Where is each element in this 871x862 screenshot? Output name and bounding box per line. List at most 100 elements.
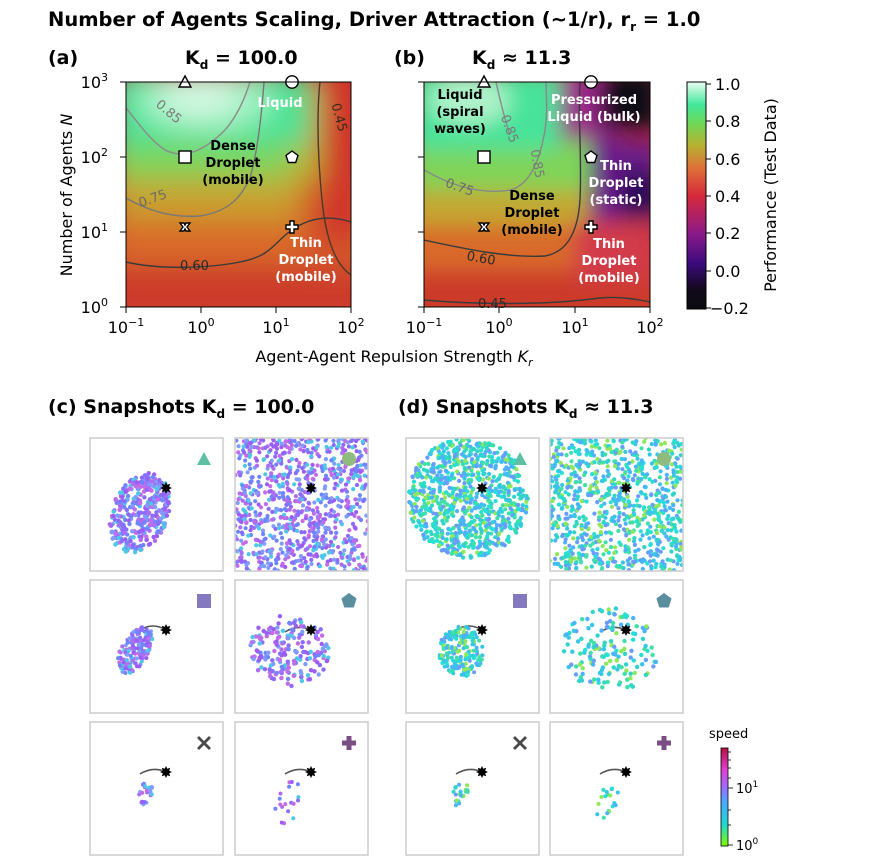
agent-dot (279, 675, 284, 681)
panel-b-title: Kd ≈ 11.3 (472, 47, 571, 72)
agent-dot (285, 495, 290, 500)
agent-dot (132, 550, 138, 555)
agent-dot (599, 795, 604, 799)
agent-dot (288, 541, 293, 546)
agent-dot (643, 492, 648, 497)
agent-dot (593, 438, 598, 443)
agent-dot (647, 477, 652, 482)
agent-dot (669, 549, 674, 554)
agent-dot (593, 476, 598, 481)
agent-dot (235, 507, 239, 512)
contour-label: 0.45 (478, 297, 507, 312)
agent-dot (254, 458, 259, 463)
agent-dot (310, 508, 316, 513)
agent-dot (614, 658, 619, 663)
agent-dot (449, 655, 454, 660)
agent-dot (150, 513, 155, 518)
agent-dot (133, 494, 138, 500)
plus-marker (584, 220, 598, 234)
agent-dot (470, 457, 475, 462)
agent-dot (630, 459, 635, 464)
agent-dot (280, 641, 285, 646)
agent-dot (576, 551, 582, 556)
agent-dot (599, 609, 605, 614)
agent-dot (354, 482, 360, 488)
snapshot-frame (234, 437, 369, 572)
agent-dot (316, 438, 321, 442)
agent-dot (277, 614, 283, 619)
agent-dot (257, 567, 262, 571)
agent-dot (651, 510, 656, 515)
agent-dot (497, 509, 502, 514)
x-tick-labels-a: 10−1 100 101 102 (108, 316, 365, 337)
agent-dot (584, 448, 589, 453)
agent-dot (278, 669, 283, 675)
agent-dot (572, 524, 577, 529)
agent-dot (596, 538, 602, 543)
agent-dot (279, 647, 284, 652)
agent-dot (601, 787, 606, 792)
snapshot-frame (234, 721, 369, 856)
agent-dot (658, 549, 663, 554)
agent-dot (662, 504, 667, 509)
agent-dot (640, 533, 645, 538)
agent-dot (440, 531, 445, 537)
agent-dot (271, 490, 276, 495)
agent-dot (591, 658, 596, 663)
agent-dot (486, 550, 491, 555)
agent-dot (583, 483, 588, 488)
agent-dot (123, 549, 128, 554)
agent-dot (476, 471, 481, 476)
agent-dot (588, 656, 593, 661)
agent-dot (111, 514, 116, 519)
agent-dot (615, 667, 620, 672)
agent-dot (484, 545, 490, 550)
agent-dot (520, 488, 525, 493)
agent-dot (436, 456, 441, 461)
agent-dot (147, 497, 153, 502)
agent-dot (334, 530, 339, 536)
agent-dot (307, 529, 312, 534)
agent-dot (663, 487, 669, 493)
colorbar-tick: 1.0 (715, 75, 740, 94)
agent-dot (607, 492, 612, 497)
agent-dot (644, 624, 649, 629)
agent-dot (658, 498, 663, 504)
agent-dot (600, 543, 605, 549)
agent-dot (254, 552, 259, 557)
agent-dot (555, 524, 560, 529)
agent-dot (358, 517, 364, 523)
agent-dot (345, 494, 350, 499)
agent-dot (459, 473, 464, 478)
agent-dot (419, 527, 424, 533)
agent-dot (467, 452, 472, 457)
agent-dot (326, 527, 331, 532)
agent-dot (258, 484, 263, 489)
agent-dot (341, 442, 346, 447)
agent-dot (444, 518, 449, 523)
agent-dot (577, 476, 582, 481)
agent-dot (357, 562, 362, 567)
agent-dot (648, 549, 654, 554)
agent-dot (256, 625, 261, 630)
agent-dot (302, 497, 307, 502)
agent-dot (603, 452, 608, 457)
agent-dot (552, 484, 558, 489)
agent-dot (285, 499, 290, 504)
agent-dot (599, 497, 604, 502)
agent-dot (335, 472, 341, 477)
agent-dot (292, 482, 297, 487)
agent-dot (621, 475, 627, 481)
agent-dot (164, 513, 170, 518)
agent-dot (464, 496, 469, 501)
snapshot-panel (405, 437, 540, 572)
y-tick-label: 100 (81, 296, 108, 317)
agent-dot (630, 529, 635, 534)
agent-dot (285, 669, 290, 674)
agent-dot (659, 442, 664, 447)
agent-dot (617, 523, 623, 529)
agent-dot (478, 526, 483, 531)
agent-dot (138, 655, 143, 660)
agent-dot (272, 648, 277, 654)
agent-dot (242, 509, 248, 514)
